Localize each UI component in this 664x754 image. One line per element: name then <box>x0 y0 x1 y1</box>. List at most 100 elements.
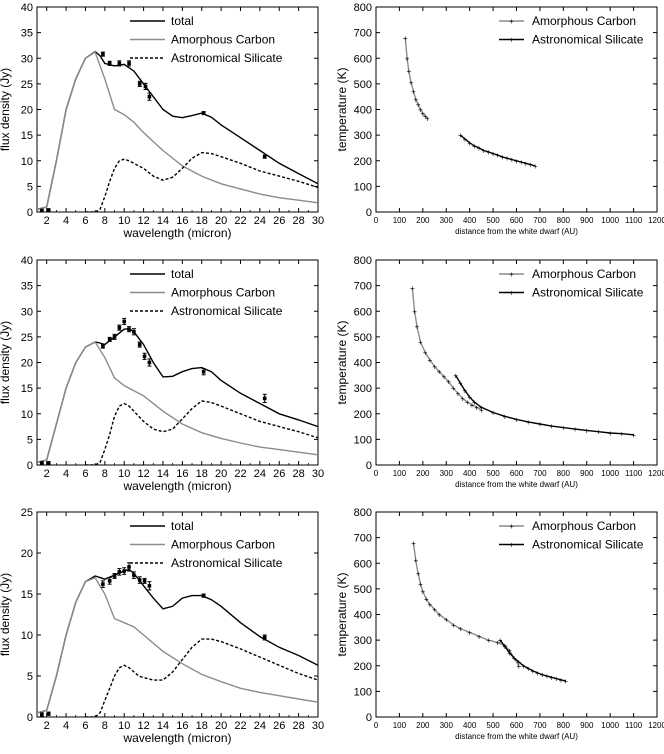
x-axis-label: wavelength (micron) <box>122 226 231 240</box>
x-tick-label: 900 <box>580 721 594 730</box>
legend-marker: + <box>509 522 514 531</box>
data-point-astronomical-silicate: + <box>479 403 484 412</box>
data-point-astronomical-silicate: + <box>481 147 486 156</box>
y-tick-label: 35 <box>21 28 33 40</box>
panel-2-temp: 0 100 200 300 400 500 600 700 800 900 1000 1100 1200… <box>335 2 664 236</box>
data-point-astronomical-silicate: + <box>509 155 514 164</box>
observation-point <box>101 344 105 348</box>
observation-point <box>137 82 142 86</box>
legend-marker: + <box>509 270 514 279</box>
x-tick-label: 500 <box>486 469 500 478</box>
series-line-total <box>37 568 318 714</box>
x-tick-label: 2 <box>44 468 50 480</box>
data-point-amorphous-carbon: + <box>423 112 428 121</box>
observation-point <box>127 327 131 331</box>
legend-label-amorphous-carbon: Amorphous Carbon <box>171 33 275 47</box>
y-tick-label: 700 <box>354 28 372 40</box>
y-tick-label: 20 <box>21 105 33 117</box>
y-tick-label: 500 <box>354 79 372 91</box>
y-axis-label: temperature (K) <box>335 572 349 656</box>
observation-point <box>132 329 136 334</box>
legend-label-total: total <box>171 267 194 281</box>
x-tick-label: 26 <box>273 468 285 480</box>
y-tick-label: 700 <box>354 533 372 545</box>
legend-label-amorphous-carbon: Amorphous Carbon <box>532 14 636 28</box>
x-tick-label: 10 <box>118 215 130 227</box>
y-tick-label: 500 <box>354 584 372 596</box>
data-point-astronomical-silicate: + <box>472 142 477 151</box>
data-point-astronomical-silicate: + <box>463 135 468 144</box>
observation-point <box>143 84 148 89</box>
legend-marker: + <box>509 36 514 45</box>
x-tick-label: 200 <box>416 721 430 730</box>
data-point-amorphous-carbon: + <box>460 394 465 403</box>
data-point-astronomical-silicate: + <box>563 677 568 686</box>
y-tick-label: 5 <box>27 434 33 446</box>
observation-point <box>112 335 117 339</box>
y-tick-label: 25 <box>21 507 33 519</box>
data-point-astronomical-silicate: + <box>549 422 554 431</box>
observation-point <box>147 360 152 365</box>
y-tick-label: 300 <box>354 383 372 395</box>
data-point-astronomical-silicate: + <box>538 420 543 429</box>
series-line-total <box>37 50 318 211</box>
data-point-astronomical-silicate: + <box>545 672 550 681</box>
y-tick-label: 800 <box>354 2 372 14</box>
x-tick-label: 22 <box>234 215 246 227</box>
x-axis-label: distance from the white dwarf (AU) <box>455 480 578 489</box>
y-tick-label: 15 <box>21 589 33 601</box>
series-line-astronomical-silicate <box>85 400 318 465</box>
data-point-amorphous-carbon: + <box>403 34 408 43</box>
legend-label-astronomical-silicate: Astronomical Silicate <box>171 51 283 65</box>
x-tick-label: 16 <box>176 215 188 227</box>
y-tick-label: 5 <box>27 671 33 683</box>
data-point-astronomical-silicate: + <box>472 398 477 407</box>
legend: + Amorphous Carbon + Astronomical Silicate <box>499 14 644 47</box>
y-axis-label: flux density (Jy) <box>0 573 12 656</box>
data-point-astronomical-silicate: + <box>491 408 496 417</box>
series-line-astronomical-silicate <box>85 638 318 717</box>
legend: + Amorphous Carbon + Astronomical Silicate <box>499 267 644 300</box>
data-point-astronomical-silicate: + <box>526 664 531 673</box>
observation-point <box>127 61 131 66</box>
observation-point <box>201 593 206 598</box>
data-point-amorphous-carbon: + <box>428 356 433 365</box>
y-tick-label: 200 <box>354 409 372 421</box>
y-tick-label: 0 <box>366 207 372 219</box>
data-point-astronomical-silicate: + <box>495 151 500 160</box>
observation-point <box>147 584 152 588</box>
data-point-amorphous-carbon: + <box>416 570 421 579</box>
y-tick-label: 40 <box>21 2 33 14</box>
observation-point <box>40 712 44 717</box>
x-axis-label: distance from the white dwarf (AU) <box>455 732 578 741</box>
observation-point <box>40 208 44 213</box>
x-tick-label: 18 <box>196 215 208 227</box>
x-tick-label: 100 <box>393 721 407 730</box>
x-tick-label: 14 <box>157 468 169 480</box>
data-point-amorphous-carbon: + <box>470 401 475 410</box>
data-point-amorphous-carbon: + <box>507 646 512 655</box>
observation-point <box>142 354 147 359</box>
x-tick-label: 24 <box>254 215 266 227</box>
y-tick-label: 200 <box>354 156 372 168</box>
data-point-amorphous-carbon: + <box>415 323 420 332</box>
series-line-amorphous-carbon <box>404 37 429 119</box>
data-point-astronomical-silicate: + <box>524 159 529 168</box>
x-tick-label: 1100 <box>625 216 643 225</box>
x-axis-label: distance from the white dwarf (AU) <box>455 227 578 236</box>
x-tick-label: 10 <box>118 468 130 480</box>
data-point-astronomical-silicate: + <box>502 643 507 652</box>
data-point-amorphous-carbon: + <box>442 373 447 382</box>
data-point-amorphous-carbon: + <box>479 406 484 415</box>
observation-point <box>117 570 122 574</box>
y-tick-label: 200 <box>354 661 372 673</box>
plot-frame <box>36 511 319 718</box>
observation-point <box>101 52 105 56</box>
observation-point <box>46 711 51 716</box>
data-point-amorphous-carbon: + <box>411 539 416 548</box>
data-point-amorphous-carbon: + <box>437 611 442 620</box>
x-tick-label: 4 <box>63 468 69 480</box>
data-point-astronomical-silicate: + <box>559 676 564 685</box>
data-point-astronomical-silicate: + <box>584 426 589 435</box>
